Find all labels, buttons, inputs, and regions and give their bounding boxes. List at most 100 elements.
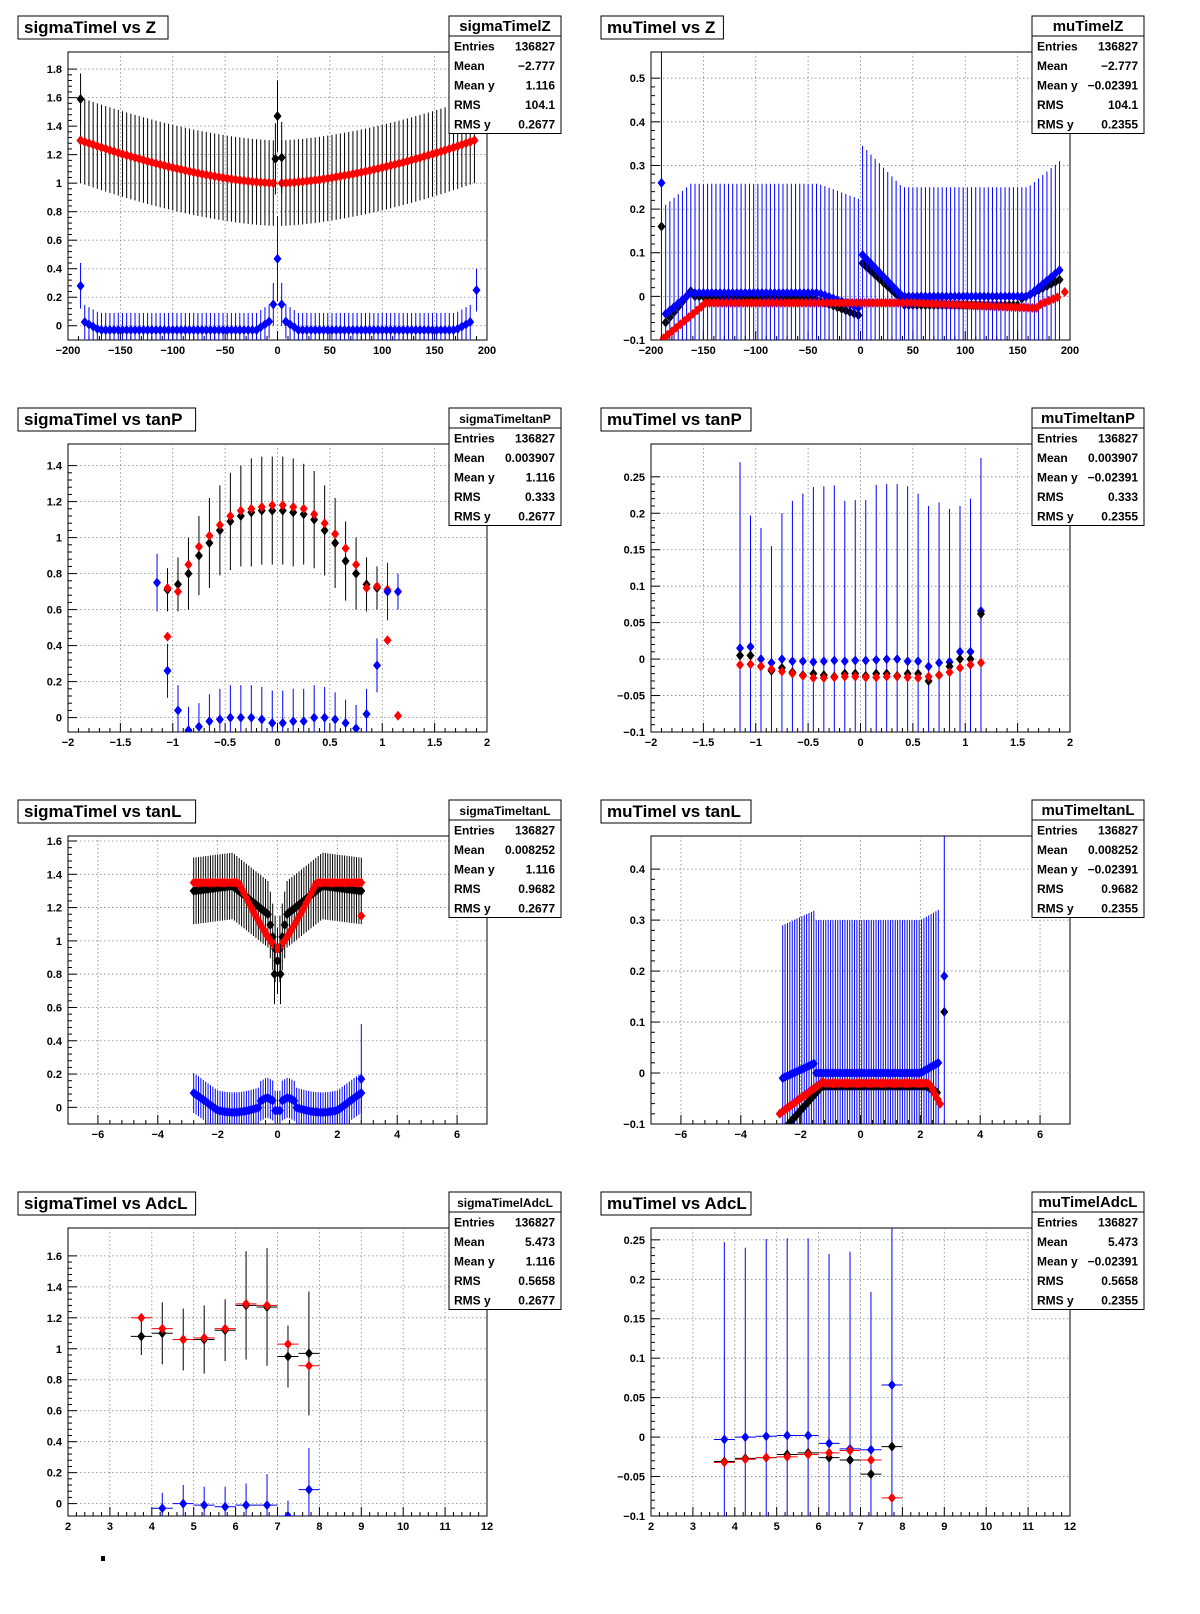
data-point xyxy=(198,325,207,336)
data-point xyxy=(923,298,932,309)
chart-title: sigmaTimel vs Z xyxy=(17,15,169,40)
stats-key: Entries xyxy=(1037,432,1078,446)
data-point xyxy=(1028,302,1037,313)
data-point xyxy=(304,1348,313,1359)
y-tick-label: 0.4 xyxy=(47,1437,63,1449)
data-point xyxy=(179,1334,188,1345)
x-tick-label: 4 xyxy=(977,1129,984,1141)
data-point xyxy=(310,712,319,723)
data-point xyxy=(1055,265,1064,276)
data-point xyxy=(798,670,807,681)
x-tick-label: −200 xyxy=(639,345,664,357)
data-point xyxy=(432,325,441,336)
data-point xyxy=(344,325,353,336)
data-point xyxy=(436,325,445,336)
x-tick-label: −0.5 xyxy=(214,737,236,749)
x-tick-label: 1.5 xyxy=(1010,737,1025,749)
data-point xyxy=(139,325,148,336)
data-point xyxy=(707,287,716,298)
x-tick-label: 0 xyxy=(274,1129,280,1141)
data-point xyxy=(268,500,277,511)
x-tick-label: 100 xyxy=(373,345,391,357)
data-point xyxy=(310,509,319,520)
data-point xyxy=(395,325,404,336)
x-tick-label: 9 xyxy=(358,1521,364,1533)
data-point xyxy=(914,673,923,684)
x-tick-label: 10 xyxy=(397,1521,409,1533)
y-tick-label: 0.4 xyxy=(47,641,63,653)
data-point xyxy=(277,299,286,310)
x-tick-label: 2 xyxy=(65,1521,71,1533)
title-text: sigmaTimel vs tanL xyxy=(24,802,181,821)
stats-value: −0.02391 xyxy=(1088,471,1139,485)
data-point xyxy=(1015,302,1024,313)
data-point xyxy=(747,297,756,308)
data-point xyxy=(215,520,224,530)
data-point xyxy=(956,662,965,673)
data-point xyxy=(1019,302,1028,313)
y-tick-label: 0.3 xyxy=(630,915,645,927)
data-point xyxy=(110,325,119,336)
stats-key: RMS xyxy=(454,98,481,112)
data-point xyxy=(996,291,1005,302)
data-point xyxy=(210,325,219,336)
data-point xyxy=(785,297,794,308)
data-point xyxy=(283,1511,292,1516)
stats-name: sigmaTimeltanL xyxy=(459,804,550,818)
data-point xyxy=(273,253,282,264)
x-tick-label: −150 xyxy=(691,345,716,357)
stats-key: RMS xyxy=(1037,98,1064,112)
data-point xyxy=(137,1312,146,1323)
data-point xyxy=(882,671,891,682)
data-point xyxy=(101,325,110,336)
y-tick-label: 1.4 xyxy=(47,869,63,881)
data-point xyxy=(869,297,878,308)
chart-title: sigmaTimel vs AdcL xyxy=(17,1191,197,1216)
stats-key: Mean xyxy=(454,843,485,857)
data-point xyxy=(793,297,802,308)
x-tick-label: 12 xyxy=(481,1521,493,1533)
data-point xyxy=(357,885,366,896)
data-point xyxy=(403,325,412,336)
data-point xyxy=(988,291,997,302)
x-tick-label: 11 xyxy=(1022,1521,1034,1533)
data-point xyxy=(877,297,886,308)
x-tick-label: 0 xyxy=(857,1129,863,1141)
data-point xyxy=(890,297,899,308)
title-box xyxy=(600,407,752,432)
data-point xyxy=(804,287,813,298)
x-tick-label: 5 xyxy=(191,1521,197,1533)
data-point xyxy=(257,502,266,512)
x-tick-label: −2 xyxy=(62,737,75,749)
title-text: sigmaTimel vs AdcL xyxy=(24,1194,187,1213)
y-tick-label: 0.05 xyxy=(624,618,645,630)
y-tick-label: −0.1 xyxy=(623,1119,645,1131)
data-point xyxy=(950,291,959,302)
data-point xyxy=(189,325,198,336)
stats-key: RMS xyxy=(454,1274,481,1288)
data-point xyxy=(887,1441,896,1452)
data-point xyxy=(866,1454,875,1465)
data-point xyxy=(137,1331,146,1342)
stats-value: 136827 xyxy=(1098,40,1138,54)
data-point xyxy=(168,325,177,336)
x-tick-label: −1 xyxy=(749,737,762,749)
data-point xyxy=(819,656,828,667)
x-tick-label: −4 xyxy=(735,1129,748,1141)
data-point xyxy=(699,287,708,298)
data-point xyxy=(722,297,731,308)
chart-title: muTimel vs tanL xyxy=(600,799,752,824)
data-point xyxy=(1009,291,1018,302)
data-point xyxy=(756,654,765,665)
data-point xyxy=(963,291,972,302)
data-point xyxy=(365,325,374,336)
stats-value: 0.5658 xyxy=(1101,1274,1138,1288)
data-point xyxy=(415,325,424,336)
x-tick-label: 2 xyxy=(648,1521,654,1533)
data-point xyxy=(840,656,849,667)
data-point xyxy=(936,299,945,310)
stats-value: −2.777 xyxy=(1101,59,1138,73)
data-point xyxy=(797,297,806,308)
x-tick-label: −6 xyxy=(675,1129,688,1141)
stats-key: RMS xyxy=(1037,1274,1064,1288)
